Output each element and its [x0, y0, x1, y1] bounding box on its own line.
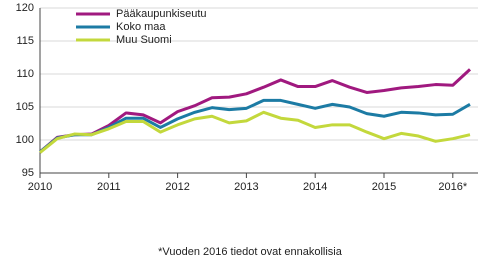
x-tick-label: 2013	[234, 181, 258, 193]
legend-label: Pääkaupunkiseutu	[116, 8, 207, 20]
legend-label: Muu Suomi	[116, 34, 172, 46]
series-line	[39, 68, 472, 154]
legend-label: Koko maa	[116, 21, 166, 33]
x-tick-label: 2015	[372, 181, 396, 193]
series-line	[39, 98, 471, 154]
y-tick-label: 95	[22, 167, 34, 179]
series-line	[39, 110, 471, 154]
y-tick-label: 100	[16, 134, 34, 146]
y-tick-label: 115	[16, 35, 34, 47]
x-tick-label: 2014	[303, 181, 327, 193]
y-tick-label: 105	[16, 101, 34, 113]
y-tick-label: 120	[16, 2, 34, 14]
x-tick-label: 2011	[97, 181, 121, 193]
x-tick-label: 2016*	[438, 181, 467, 193]
x-tick-label: 2010	[28, 181, 52, 193]
x-tick-label: 2012	[165, 181, 189, 193]
footnote: *Vuoden 2016 tiedot ovat ennakollisia	[158, 246, 343, 258]
y-tick-label: 110	[16, 68, 34, 80]
